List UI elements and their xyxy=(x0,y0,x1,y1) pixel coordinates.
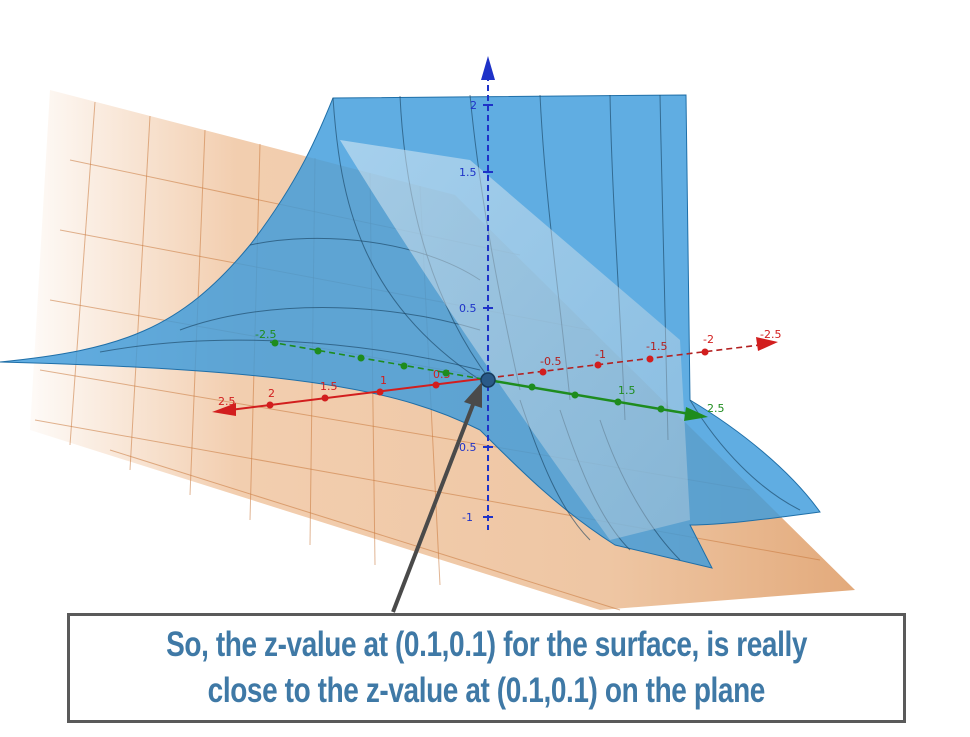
x-tick-label: 2 xyxy=(268,387,275,400)
x-tick-label: -0.5 xyxy=(540,355,561,368)
x-tick-label: 1.5 xyxy=(320,380,338,393)
x-tick-label: 1 xyxy=(380,374,387,387)
z-tick-label: 0.5 xyxy=(459,302,477,315)
z-tick-label: -1 xyxy=(462,511,473,524)
x-tick-label: -2 xyxy=(703,333,714,346)
y-tick-label: -2.5 xyxy=(255,328,276,341)
y-tick-label: 2.5 xyxy=(707,402,725,415)
x-tick-label: -1 xyxy=(595,348,606,361)
caption-box: So, the z-value at (0.1,0.1) for the sur… xyxy=(67,613,906,723)
caption-line-2: close to the z-value at (0.1,0.1) on the… xyxy=(208,668,765,714)
caption-line-1: So, the z-value at (0.1,0.1) for the sur… xyxy=(166,622,807,668)
tangency-point xyxy=(481,373,495,387)
x-tick-label: -1.5 xyxy=(646,340,667,353)
y-tick-label: 1.5 xyxy=(618,384,636,397)
z-tick-label: 1.5 xyxy=(459,166,477,179)
x-tick-label: -2.5 xyxy=(760,328,781,341)
z-tick-label: 2 xyxy=(470,99,477,112)
x-tick-label: 2.5 xyxy=(218,395,236,408)
